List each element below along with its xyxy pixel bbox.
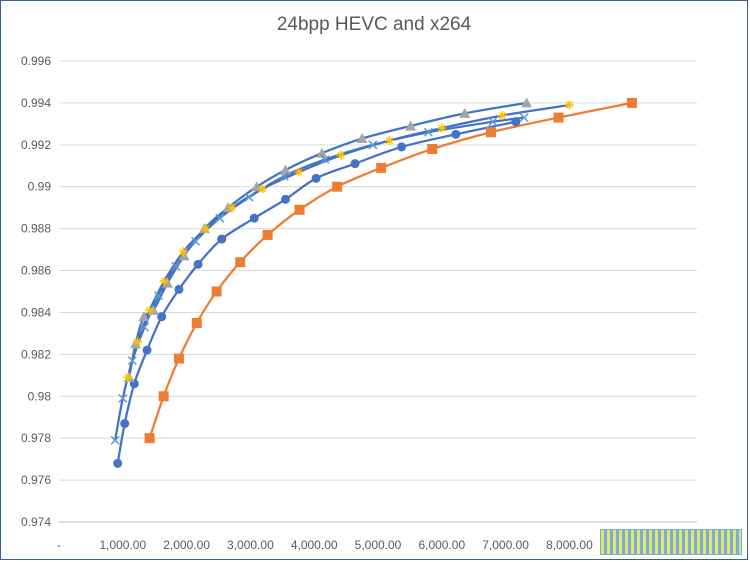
data-point-star [145, 305, 155, 315]
x-tick-label: 4,000.00 [291, 538, 338, 552]
data-point-circle [174, 284, 184, 294]
data-point-star [384, 136, 394, 146]
data-point-x [279, 171, 289, 181]
data-point-x [171, 261, 181, 271]
series-line-5 [114, 116, 525, 441]
data-point-triangle [356, 133, 368, 144]
data-point-square [235, 257, 246, 268]
data-point-circle [193, 259, 203, 269]
x-tick-label: 7,000.00 [482, 538, 529, 552]
data-point-x [118, 393, 128, 403]
data-point-square [485, 127, 496, 138]
y-tick-label: 0.984 [21, 305, 51, 319]
data-point-square [262, 229, 273, 240]
series-markers-3 [123, 97, 533, 382]
data-point-star [294, 167, 304, 177]
series-group [110, 97, 637, 468]
data-point-triangle [279, 164, 291, 175]
x-axis-ticks: - 1,000.00 2,000.00 3,000.00 4,000.00 5,000.0… [57, 538, 593, 552]
data-point-x [423, 127, 433, 137]
data-point-circle [350, 159, 360, 169]
series-markers-2 [113, 117, 521, 468]
series-markers-1 [144, 97, 637, 444]
y-tick-label: 0.976 [21, 473, 51, 487]
data-point-circle [142, 345, 152, 355]
x-tick-label: 2,000.00 [163, 538, 210, 552]
data-point-square [158, 391, 169, 402]
data-point-square [173, 353, 184, 364]
data-point-star [201, 224, 211, 234]
x-tick-label: 3,000.00 [227, 538, 274, 552]
data-point-triangle [138, 311, 150, 322]
data-point-x [244, 192, 254, 202]
data-point-star [258, 184, 268, 194]
y-tick-label: 0.98 [28, 389, 52, 403]
data-point-square [376, 162, 387, 173]
data-point-circle [280, 194, 290, 204]
data-point-star [132, 337, 142, 347]
data-point-x [127, 356, 137, 366]
y-tick-label: 0.99 [28, 180, 52, 194]
data-point-star [564, 100, 574, 110]
data-point-circle [249, 213, 259, 223]
y-tick-label: 0.994 [21, 96, 51, 110]
y-tick-label: 0.982 [21, 347, 51, 361]
data-point-square [626, 97, 637, 108]
data-point-x [139, 322, 150, 332]
y-tick-label: 0.974 [21, 515, 51, 529]
data-point-square [553, 112, 564, 123]
data-point-star [336, 150, 346, 160]
data-point-x [320, 154, 330, 165]
data-point-circle [120, 419, 130, 429]
data-point-circle [113, 458, 123, 468]
x-tick-label: - [57, 538, 61, 552]
series-markers-4 [123, 100, 574, 382]
y-tick-label: 0.992 [21, 138, 51, 152]
data-point-star [227, 203, 237, 213]
data-point-x [519, 113, 529, 123]
series-markers-5 [110, 113, 529, 445]
y-tick-label: 0.986 [21, 264, 51, 278]
data-point-circle [157, 312, 167, 322]
x-tick-label: 8,000.00 [546, 538, 593, 552]
data-point-star [497, 110, 507, 120]
data-point-square [191, 317, 202, 328]
data-point-circle [217, 234, 227, 244]
data-point-triangle [459, 107, 471, 118]
y-tick-label: 0.978 [21, 431, 51, 445]
gridlines [59, 60, 697, 523]
data-point-star [159, 276, 169, 286]
data-point-square [332, 181, 343, 192]
chart-title: 24bpp HEVC and x264 [276, 14, 472, 35]
data-point-triangle [521, 97, 533, 108]
data-point-x [191, 236, 201, 246]
data-point-x [215, 213, 225, 223]
x-tick-label: 1,000.00 [99, 538, 146, 552]
data-point-square [211, 286, 222, 297]
data-point-star [437, 123, 447, 133]
y-tick-label: 0.996 [21, 54, 51, 68]
data-point-square [427, 144, 438, 155]
data-point-x [368, 140, 378, 150]
data-point-square [144, 433, 155, 444]
y-tick-label: 0.988 [21, 222, 51, 236]
x-tick-label: 6,000.00 [418, 538, 465, 552]
x-tick-label: 5,000.00 [355, 538, 402, 552]
data-point-x [488, 117, 498, 127]
data-point-circle [451, 129, 461, 139]
data-point-circle [311, 173, 321, 183]
data-point-square [294, 204, 305, 215]
y-axis-ticks: 0.974 0.976 0.978 0.98 0.982 0.984 0.986 0.988 0… [21, 54, 51, 529]
data-point-star [123, 372, 133, 382]
watermark-logo [600, 529, 742, 555]
data-point-circle [511, 117, 521, 127]
data-point-star [178, 247, 188, 257]
data-point-triangle [316, 147, 328, 158]
data-point-circle [397, 142, 407, 152]
data-point-x [153, 291, 164, 301]
data-point-triangle [405, 120, 417, 131]
data-point-x [110, 435, 120, 445]
